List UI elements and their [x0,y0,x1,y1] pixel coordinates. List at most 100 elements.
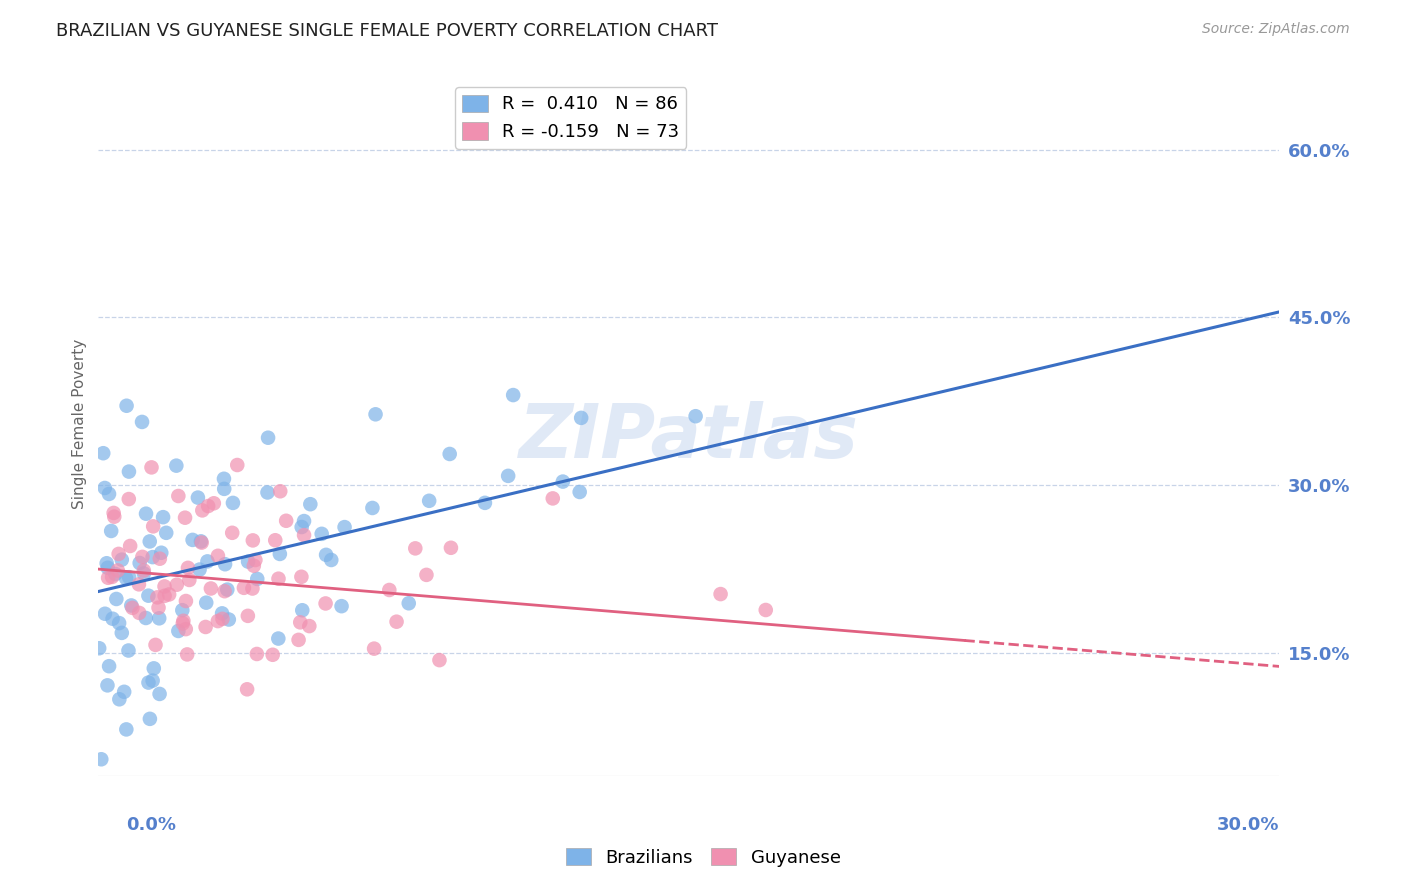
Point [439,447,461,461]
Point [111,552,134,566]
Point [242,582,264,596]
Point [299,497,322,511]
Point [118,570,141,584]
Point [105,592,128,607]
Point [139,712,162,726]
Point [118,465,141,479]
Point [267,572,290,586]
Point [152,510,174,524]
Point [115,399,138,413]
Point [98,487,121,501]
Point [120,539,142,553]
Point [94,607,117,621]
Point [191,503,214,517]
Point [94,481,117,495]
Point [321,553,343,567]
Point [236,682,259,697]
Point [236,555,259,569]
Point [181,533,204,547]
Point [214,584,236,599]
Point [315,548,337,562]
Point [174,594,197,608]
Point [214,558,236,572]
Point [115,571,138,585]
Point [262,648,284,662]
Point [398,596,420,610]
Text: Source: ZipAtlas.com: Source: ZipAtlas.com [1202,22,1350,37]
Point [96,556,118,570]
Point [148,611,170,625]
Point [146,591,169,605]
Point [200,582,222,596]
Point [142,550,165,565]
Point [496,468,519,483]
Point [298,619,321,633]
Point [97,571,120,585]
Point [121,600,143,615]
Point [197,554,219,568]
Point [290,570,312,584]
Point [292,514,315,528]
Point [179,573,201,587]
Point [242,533,264,548]
Point [243,558,266,573]
Point [569,410,592,425]
Point [104,567,127,582]
Point [212,482,235,496]
Point [166,578,188,592]
Point [207,614,229,628]
Point [364,407,387,421]
Point [141,460,163,475]
Point [98,659,121,673]
Point [710,587,733,601]
Point [551,475,574,489]
Point [145,638,167,652]
Point [128,577,150,591]
Point [256,485,278,500]
Point [100,524,122,538]
Point [108,616,131,631]
Point [155,525,177,540]
Point [333,520,356,534]
Point [211,607,233,621]
Point [226,458,249,472]
Point [131,549,153,564]
Point [755,603,778,617]
Point [131,415,153,429]
Point [108,692,131,706]
Point [222,496,245,510]
Point [190,534,212,549]
Point [276,514,298,528]
Point [267,632,290,646]
Point [172,614,194,628]
Point [330,599,353,614]
Point [217,582,239,597]
Point [187,491,209,505]
Point [112,685,135,699]
Point [142,519,165,533]
Point [132,564,155,578]
Point [117,643,139,657]
Point [207,549,229,563]
Point [153,579,176,593]
Text: 30.0%: 30.0% [1218,816,1279,834]
Point [149,687,172,701]
Point [264,533,287,548]
Point [212,472,235,486]
Point [269,547,291,561]
Point [165,458,187,473]
Point [132,566,155,581]
Point [190,535,212,549]
Point [135,611,157,625]
Point [107,547,129,561]
Point [291,520,314,534]
Point [287,632,309,647]
Point [361,500,384,515]
Text: ZIPatlas: ZIPatlas [519,401,859,475]
Point [440,541,463,555]
Point [174,622,197,636]
Point [111,625,134,640]
Point [128,606,150,620]
Point [541,491,564,506]
Point [89,641,111,656]
